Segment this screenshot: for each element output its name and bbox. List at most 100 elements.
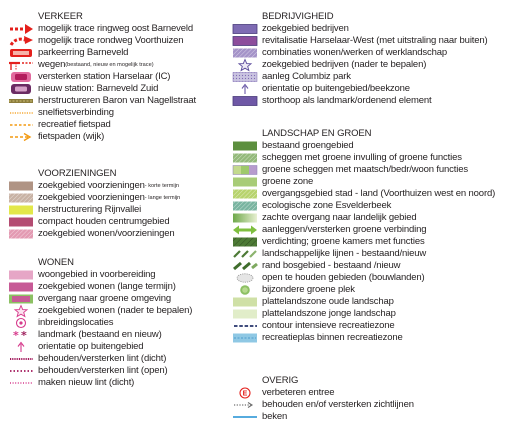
section-heading: WONEN — [38, 257, 74, 268]
legend-item: groene zone — [232, 176, 524, 188]
section-heading: LANDSCHAP EN GROEN — [262, 128, 372, 139]
legend-label: groene scheggen met maatsch/bedr/woon fu… — [262, 164, 468, 175]
legend-label: parkeerring Barneveld — [38, 47, 129, 58]
legend-symbol-arrow-up-pink-icon — [8, 341, 34, 353]
legend-symbol-swatch-icon — [8, 216, 34, 228]
legend-item: snelfietsverbinding — [8, 107, 230, 119]
legend-symbol-swatch-icon — [8, 269, 34, 281]
legend-label: plattelandszone oude landschap — [262, 296, 394, 307]
legend-item: mogelijk trace ringweg oost Barneveld — [8, 23, 230, 35]
legend-symbol-swatch-icon — [232, 140, 258, 152]
legend-symbol-dashes-green-bold-icon — [232, 260, 258, 272]
legend-symbol-dashed-navy-icon — [232, 320, 258, 332]
legend-label: plattelandszone jonge landschap — [262, 308, 396, 319]
legend-note: - lange termijn — [144, 195, 181, 201]
legend-symbol-star-outline-purple-icon — [232, 58, 258, 72]
legend-item: nieuw station: Barneveld Zuid — [8, 83, 230, 95]
legend-symbol-swatch-water-icon — [232, 332, 258, 344]
legend-label: bijzondere groene plek — [262, 284, 355, 295]
legend-label: overgang naar groene omgeving — [38, 293, 171, 304]
legend-label: revitalisatie Harselaar-West (met uitstr… — [262, 35, 488, 46]
legend-item: contour intensieve recreatiezone — [232, 320, 524, 332]
legend-label: recreatieplas binnen recreatiezone — [262, 332, 403, 343]
legend-label: rand bosgebied - bestaand /nieuw — [262, 260, 401, 271]
legend-symbol-ellipse-grey-icon — [232, 272, 258, 284]
legend-label: landschappelijke lijnen - bestaand/nieuw — [262, 248, 427, 259]
legend-item: versterken station Harselaar (IC) — [8, 71, 230, 83]
legend-item: ecologische zone Esvelderbeek — [232, 200, 524, 212]
legend-symbol-roads-red-icon — [8, 59, 34, 71]
legend-label: zoekgebied voorzieningen — [38, 192, 145, 203]
legend-symbol-dotted-orange-fine-icon — [8, 107, 34, 119]
legend-item: wegen (bestaand, nieuw en mogelijk trace… — [8, 59, 230, 71]
legend-symbol-star-outline-pink-icon — [8, 304, 34, 318]
legend-label: groene zone — [262, 176, 314, 187]
legend-symbol-swatch-bordered-icon — [232, 95, 258, 107]
legend-label: bestaand groengebied — [262, 140, 354, 151]
legend-item: bijzondere groene plek — [232, 284, 524, 296]
legend-item: behouden/versterken lint (dicht) — [8, 353, 230, 365]
legend-item: fietspaden (wijk) — [8, 131, 230, 143]
legend-note: (bestaand, nieuw en mogelijk trace) — [65, 62, 154, 68]
legend-label: behouden/versterken lint (dicht) — [38, 353, 167, 364]
legend-label: storthoop als landmark/ordenend element — [262, 95, 432, 106]
legend-label: beken — [262, 411, 288, 422]
legend-label: open te houden gebieden (bouwlanden) — [262, 272, 425, 283]
legend-symbol-swatch-icon — [232, 176, 258, 188]
legend-section-voorzieningen: VOORZIENINGEN zoekgebied voorzieningen - … — [8, 168, 230, 240]
legend-item: aanleggen/versterken groene verbinding — [232, 224, 524, 236]
legend-symbol-dotted-arrow-grey-icon — [232, 399, 258, 411]
legend-item: herstructurering Rijnvallei — [8, 204, 230, 216]
legend-symbol-swatch-hatched-icon — [8, 228, 34, 240]
legend-label: herstructureren Baron van Nagellstraat — [38, 95, 196, 106]
legend-label: zoekgebied voorzieningen — [38, 180, 145, 191]
legend-section-landschap: LANDSCHAP EN GROEN bestaand groengebied sc… — [232, 128, 524, 344]
legend-item: landschappelijke lijnen - bestaand/nieuw — [232, 248, 524, 260]
legend-item: overgangsgebied stad - land (Voorthuizen… — [232, 188, 524, 200]
legend-label: contour intensieve recreatiezone — [262, 320, 395, 331]
legend-item: combinaties wonen/werken of werklandscha… — [232, 47, 524, 59]
section-heading: VERKEER — [38, 11, 83, 22]
legend-symbol-dashed-arrow-red-icon — [8, 23, 34, 35]
legend-item: recreatief fietspad — [8, 119, 230, 131]
legend-section-bedrijvigheid: BEDRIJVIGHEID zoekgebied bedrijven revital… — [232, 11, 524, 107]
legend-item: orientatie op buitengebied — [8, 341, 230, 353]
legend-label: orientatie op buitengebied/beekzone — [262, 83, 410, 94]
legend-item: behouden en/of versterken zichtlijnen — [232, 399, 524, 411]
legend-item: beken — [232, 411, 524, 423]
legend-item: zoekgebied voorzieningen - lange termijn — [8, 192, 230, 204]
legend-label: zoekgebied bedrijven — [262, 23, 349, 34]
legend-item: mogelijk trace rondweg Voorthuizen — [8, 35, 230, 47]
legend-symbol-line-blue-icon — [232, 411, 258, 423]
legend-symbol-double-arrow-green-icon — [232, 224, 258, 236]
legend-label: scheggen met groene invulling of groene … — [262, 152, 462, 163]
legend-symbol-swatch-icon — [232, 296, 258, 308]
legend-symbol-swatch-icon — [232, 308, 258, 320]
legend-label: mogelijk trace ringweg oost Barneveld — [38, 23, 193, 34]
legend-symbol-dashed-arrow-orange-icon — [8, 131, 34, 143]
legend-symbol-swatch-hatched-icon — [232, 152, 258, 164]
legend-symbol-swatch-hatched-icon — [232, 47, 258, 59]
legend-label: verbeteren entree — [262, 387, 335, 398]
legend-symbol-swatch-icon — [8, 180, 34, 192]
legend-symbol-station-new-icon — [8, 83, 34, 95]
legend-item: orientatie op buitengebied/beekzone — [232, 83, 524, 95]
legend-symbol-swatch-bordered-icon — [232, 23, 258, 35]
legend-item: * * landmark (bestaand en nieuw) — [8, 329, 230, 342]
legend-label: zoekgebied wonen (nader te bepalen) — [38, 305, 193, 316]
legend-label: aanleg Columbiz park — [262, 71, 351, 82]
legend-label: mogelijk trace rondweg Voorthuizen — [38, 35, 184, 46]
legend-item: zoekgebied wonen/voorzieningen — [8, 228, 230, 240]
legend-symbol-swatch-bordered-icon — [232, 35, 258, 47]
legend-item: overgang naar groene omgeving — [8, 293, 230, 305]
legend-symbol-dashed-arrow-red-curved-icon — [8, 35, 34, 47]
legend-item: recreatieplas binnen recreatiezone — [232, 332, 524, 344]
legend-label: woongebied in voorbereiding — [38, 269, 156, 280]
legend-item: behouden/versterken lint (open) — [8, 365, 230, 377]
legend-item: zoekgebied bedrijven — [232, 23, 524, 35]
legend-item: open te houden gebieden (bouwlanden) — [232, 272, 524, 284]
legend-label: herstructurering Rijnvallei — [38, 204, 142, 215]
legend-item: zoekgebied wonen (nader te bepalen) — [8, 304, 230, 318]
legend-label: verdichting; groene kamers met functies — [262, 236, 425, 247]
